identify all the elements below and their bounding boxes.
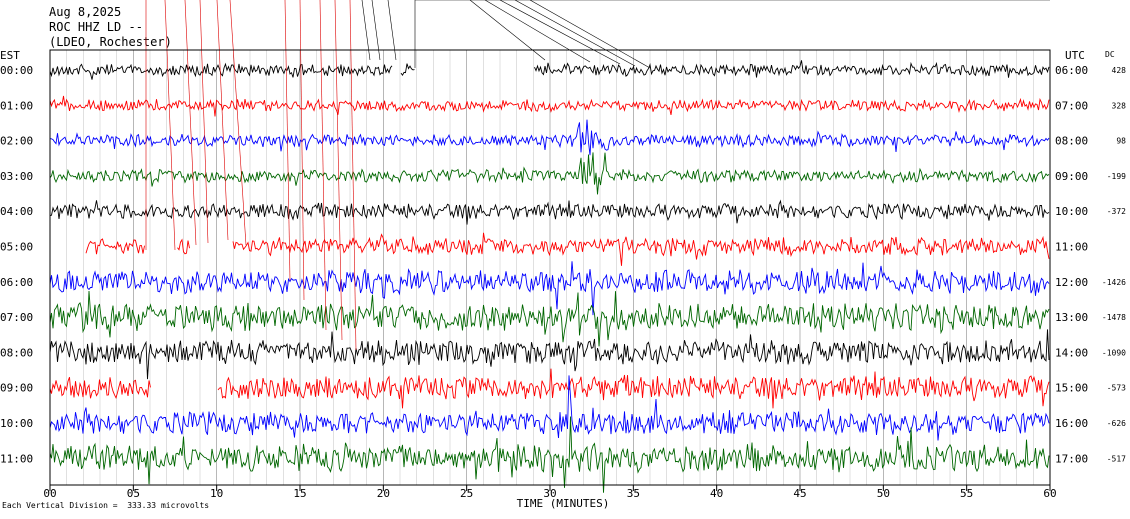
- x-tick-label: 20: [377, 487, 390, 500]
- dc-offset-label: -1426: [1102, 278, 1126, 287]
- utc-hour-label: 17:00: [1055, 452, 1088, 465]
- x-tick-label: 55: [960, 487, 973, 500]
- est-hour-label: 07:00: [0, 311, 33, 324]
- utc-hour-label: 15:00: [1055, 382, 1088, 395]
- header-date: Aug 8,2025: [49, 5, 122, 19]
- event-pointer: [216, 0, 229, 241]
- est-hour-label: 00:00: [0, 64, 33, 77]
- dc-offset-label: 428: [1112, 66, 1127, 75]
- event-pointer: [361, 0, 371, 61]
- est-hour-label: 11:00: [0, 452, 33, 465]
- utc-hour-label: 09:00: [1055, 170, 1088, 183]
- est-hour-label: 08:00: [0, 346, 33, 359]
- event-pointer: [199, 0, 209, 244]
- est-hour-label: 06:00: [0, 276, 33, 289]
- trace-lines: [49, 60, 1050, 493]
- row-labels: 00:00 06:00 428 01:00 07:00 328 02:00 08:00 98 03…: [0, 64, 1126, 465]
- utc-hour-label: 14:00: [1055, 346, 1088, 359]
- right-axis-title: UTC: [1065, 49, 1085, 62]
- trace-0300: [49, 152, 1050, 195]
- dc-offset-label: -626: [1107, 419, 1126, 428]
- trace-0500: [85, 232, 1050, 266]
- event-pointer: [229, 0, 247, 246]
- header-network: (LDEO, Rochester): [49, 35, 172, 49]
- utc-hour-label: 11:00: [1055, 241, 1088, 254]
- trace-0600: [49, 261, 1050, 316]
- trace-0800: [49, 329, 1050, 380]
- minute-gridlines: [66, 50, 1034, 485]
- utc-hour-label: 08:00: [1055, 135, 1088, 148]
- dc-offset-label: -573: [1107, 384, 1126, 393]
- trace-0700: [49, 290, 1050, 347]
- scale-footer: Each Vertical Division = 333.33 microvol…: [2, 501, 210, 510]
- trace-1000: [49, 375, 1050, 441]
- utc-hour-label: 16:00: [1055, 417, 1088, 430]
- event-pointer: [284, 0, 291, 281]
- utc-hour-label: 06:00: [1055, 64, 1088, 77]
- left-axis-title: EST: [0, 49, 20, 62]
- event-pointer: [349, 0, 357, 351]
- x-tick-label: 25: [460, 487, 473, 500]
- x-tick-label: 35: [627, 487, 640, 500]
- x-tick-labels: 00 05 10 15 20 25 30 35 40 45 50 55 60: [43, 485, 1057, 500]
- dc-title: DC: [1105, 50, 1115, 59]
- event-pointer: [484, 0, 591, 63]
- utc-hour-label: 13:00: [1055, 311, 1088, 324]
- dc-offset-label: -517: [1107, 454, 1126, 463]
- utc-hour-label: 10:00: [1055, 205, 1088, 218]
- header-station: ROC HHZ LD --: [49, 20, 143, 34]
- x-tick-label: 30: [543, 487, 556, 500]
- x-tick-label: 15: [293, 487, 306, 500]
- x-tick-label: 60: [1043, 487, 1056, 500]
- dc-offset-label: -1090: [1102, 348, 1126, 357]
- event-pointer: [184, 0, 197, 246]
- dc-offset-label: -1478: [1102, 313, 1126, 322]
- dc-offset-label: 328: [1112, 101, 1127, 110]
- trace-0400: [49, 199, 1050, 225]
- trace-0200: [49, 119, 1050, 156]
- event-pointer: [371, 0, 381, 61]
- event-pointer: [319, 0, 327, 331]
- est-hour-label: 02:00: [0, 135, 33, 148]
- est-hour-label: 05:00: [0, 241, 33, 254]
- dc-offset-label: -199: [1107, 172, 1126, 181]
- event-pointer: [387, 0, 397, 61]
- x-tick-label: 50: [877, 487, 890, 500]
- event-pointer: [529, 0, 651, 69]
- est-hour-label: 09:00: [0, 382, 33, 395]
- est-hour-label: 04:00: [0, 205, 33, 218]
- dc-offset-label: -372: [1107, 207, 1126, 216]
- x-tick-label: 45: [793, 487, 806, 500]
- event-pointer: [164, 0, 176, 251]
- event-pointer: [514, 0, 636, 67]
- est-hour-label: 01:00: [0, 99, 33, 112]
- est-hour-label: 10:00: [0, 417, 33, 430]
- event-pointer: [469, 0, 546, 61]
- x-tick-label: 05: [127, 487, 140, 500]
- trace-0000: [49, 60, 1050, 80]
- event-pointer: [499, 0, 621, 65]
- trace-0100: [49, 95, 1050, 117]
- est-hour-label: 03:00: [0, 170, 33, 183]
- utc-hour-label: 07:00: [1055, 99, 1088, 112]
- event-pointer: [334, 0, 343, 341]
- utc-hour-label: 12:00: [1055, 276, 1088, 289]
- x-tick-label: 10: [210, 487, 223, 500]
- event-pointer: [299, 0, 305, 301]
- trace-1100: [49, 416, 1050, 493]
- trace-0900: [49, 368, 1050, 409]
- x-axis-label: TIME (MINUTES): [517, 497, 610, 510]
- x-tick-label: 00: [43, 487, 56, 500]
- x-tick-label: 40: [710, 487, 723, 500]
- dc-offset-label: 98: [1116, 137, 1126, 146]
